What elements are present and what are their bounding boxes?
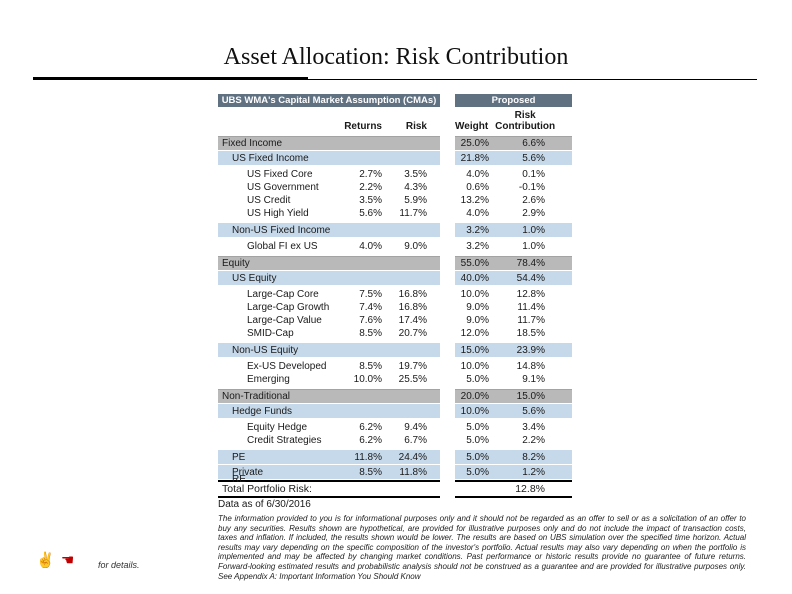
victory-hand-icon: ✌ — [36, 552, 55, 569]
row-label: US Government — [247, 182, 319, 193]
for-details-label: for details. — [98, 560, 140, 570]
item-group: Global FI ex US 4.0% 9.0% 3.2% 1.0% — [218, 237, 572, 255]
risk-contribution-table: UBS WMA's Capital Market Assumption (CMA… — [218, 94, 572, 498]
total-row-label: Total Portfolio Risk: — [222, 483, 312, 495]
column-headers: Returns Risk Weight Risk Contribution — [218, 107, 572, 135]
table-row: Equity 55.0% 78.4% — [218, 256, 572, 270]
row-label: US High Yield — [247, 208, 309, 219]
table-row: Hedge Funds 10.0% 5.6% — [218, 404, 572, 418]
page-title: Asset Allocation: Risk Contribution — [223, 44, 569, 70]
row-label: SMID-Cap — [247, 328, 294, 339]
total-risk-value: 12.8% — [515, 483, 545, 495]
table-row: Private RE 8.5% 11.8% 5.0% 1.2% — [218, 465, 572, 485]
row-label: Global FI ex US — [247, 241, 318, 252]
table-row: US Equity 40.0% 54.4% — [218, 271, 572, 285]
row-label: Hedge Funds — [232, 405, 293, 417]
table-row: SMID-Cap 8.5% 20.7% 12.0% 18.5% — [218, 327, 572, 340]
table-row: US Fixed Income 21.8% 5.6% — [218, 151, 572, 165]
table-row: Non-Traditional 20.0% 15.0% — [218, 389, 572, 403]
row-label: Large-Cap Core — [247, 289, 319, 300]
table-row: US Fixed Core 2.7% 3.5% 4.0% 0.1% — [218, 168, 572, 181]
item-group: Large-Cap Core 7.5% 16.8% 10.0% 12.8% Large-C… — [218, 285, 572, 342]
table-header-bars: UBS WMA's Capital Market Assumption (CMA… — [218, 94, 572, 107]
row-label: Equity Hedge — [247, 422, 308, 433]
table-row: Large-Cap Growth 7.4% 16.8% 9.0% 11.4% — [218, 301, 572, 314]
disclaimer-text: The information provided to you is for i… — [218, 514, 746, 581]
table-row: Equity Hedge 6.2% 9.4% 5.0% 3.4% — [218, 421, 572, 434]
row-label: US Fixed Income — [232, 152, 309, 164]
table-row: PE 11.8% 24.4% 5.0% 8.2% — [218, 450, 572, 464]
row-label: Non-US Equity — [232, 344, 299, 356]
table-row: US Government 2.2% 4.3% 0.6% -0.1% — [218, 181, 572, 194]
data-as-of-label: Data as of 6/30/2016 — [218, 499, 311, 510]
title-underline-thin — [33, 79, 757, 80]
row-label: Credit Strategies — [247, 435, 322, 446]
row-label: Large-Cap Growth — [247, 302, 330, 313]
row-label: Equity — [222, 258, 250, 269]
table-row: Emerging 10.0% 25.5% 5.0% 9.1% — [218, 373, 572, 386]
table-row: US High Yield 5.6% 11.7% 4.0% 2.9% — [218, 207, 572, 220]
table-row: Large-Cap Core 7.5% 16.8% 10.0% 12.8% — [218, 288, 572, 301]
row-label: Large-Cap Value — [247, 315, 322, 326]
table-rows: Fixed Income 25.0% 6.6% US Fixed Income 21.8… — [218, 136, 572, 485]
row-label: Non-US Fixed Income — [232, 224, 331, 236]
table-row: Non-US Equity 15.0% 23.9% — [218, 343, 572, 357]
table-row: Global FI ex US 4.0% 9.0% 3.2% 1.0% — [218, 240, 572, 253]
title-underline-thick — [33, 77, 308, 80]
row-label: PE — [232, 451, 246, 463]
pointing-hand-icon: ☚ — [60, 552, 75, 569]
row-label: Ex-US Developed — [247, 361, 327, 372]
table-row: Ex-US Developed 8.5% 19.7% 10.0% 14.8% — [218, 360, 572, 373]
risk-column-header: Risk — [405, 121, 427, 132]
row-label: US Fixed Core — [247, 169, 313, 180]
row-label: US Credit — [247, 195, 291, 206]
item-group: Equity Hedge 6.2% 9.4% 5.0% 3.4% Credit Strat… — [218, 418, 572, 449]
row-label: US Equity — [232, 272, 277, 284]
row-label: Private RE — [232, 466, 264, 485]
table-row: US Credit 3.5% 5.9% 13.2% 2.6% — [218, 194, 572, 207]
returns-column-header: Returns — [344, 121, 382, 132]
item-group: US Fixed Core 2.7% 3.5% 4.0% 0.1% US Governme… — [218, 165, 572, 222]
row-label: Non-Traditional — [222, 391, 290, 402]
proposed-header-bar: Proposed — [455, 94, 572, 107]
item-group: Ex-US Developed 8.5% 19.7% 10.0% 14.8% Emergi… — [218, 357, 572, 388]
table-row: Non-US Fixed Income 3.2% 1.0% — [218, 223, 572, 237]
table-row: Fixed Income 25.0% 6.6% — [218, 136, 572, 150]
risk-contribution-column-header: Risk Contribution — [495, 110, 556, 132]
table-row: Large-Cap Value 7.6% 17.4% 9.0% 11.7% — [218, 314, 572, 327]
footer-icons: ✌ ☚ — [36, 551, 74, 569]
table-row: Credit Strategies 6.2% 6.7% 5.0% 2.2% — [218, 434, 572, 447]
total-portfolio-risk-row: Total Portfolio Risk: 12.8% — [218, 480, 572, 498]
weight-column-header: Weight — [455, 121, 489, 132]
row-label: Fixed Income — [222, 138, 283, 149]
cma-header-bar: UBS WMA's Capital Market Assumption (CMA… — [218, 94, 440, 107]
row-label: Emerging — [247, 374, 290, 385]
